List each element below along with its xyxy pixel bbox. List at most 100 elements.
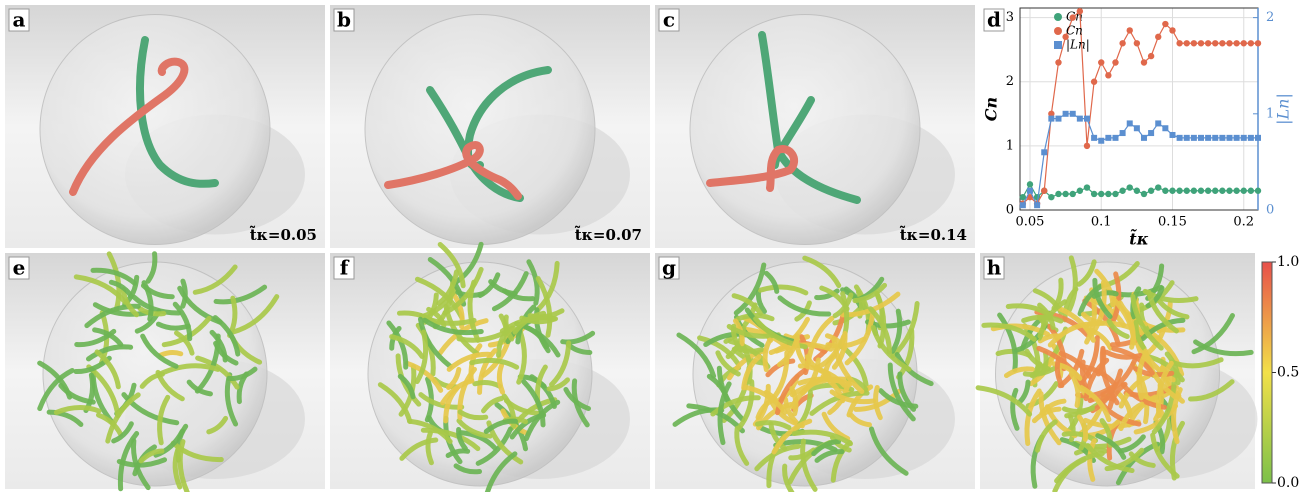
marker — [1084, 116, 1090, 122]
panel-label: f — [340, 256, 350, 280]
marker — [1119, 40, 1125, 46]
marker — [1162, 125, 1168, 131]
y2-tick-label: 2 — [1266, 10, 1274, 25]
colorbar-tick-label: 0.5 — [1277, 365, 1299, 381]
legend-label: Cn — [1066, 24, 1083, 38]
panel-label: d — [987, 8, 1001, 32]
x-tick-label: 0.15 — [1158, 215, 1187, 230]
marker — [1198, 188, 1204, 194]
marker — [1248, 135, 1254, 141]
marker — [1241, 40, 1247, 46]
marker — [1248, 188, 1254, 194]
time-label: t̃κ=0.14 — [899, 224, 967, 244]
marker — [1105, 135, 1111, 141]
marker — [1248, 40, 1254, 46]
marker — [1077, 8, 1083, 14]
y-axis-label: Cn — [982, 97, 1001, 121]
marker — [1169, 188, 1175, 194]
legend-marker — [1054, 41, 1062, 49]
marker — [1176, 40, 1182, 46]
marker — [1241, 135, 1247, 141]
marker — [1169, 27, 1175, 33]
marker — [1241, 188, 1247, 194]
marker — [1184, 188, 1190, 194]
x-tick-label: 0.05 — [1015, 215, 1044, 230]
marker — [1155, 184, 1161, 190]
marker — [1255, 188, 1261, 194]
marker — [1184, 40, 1190, 46]
marker — [1070, 191, 1076, 197]
marker — [1084, 184, 1090, 190]
marker — [1233, 188, 1239, 194]
panel-label: b — [337, 8, 351, 32]
marker — [1027, 181, 1033, 187]
marker — [1120, 130, 1126, 136]
panel-label: c — [663, 8, 675, 32]
marker — [1148, 53, 1154, 59]
marker — [1041, 188, 1047, 194]
marker — [1048, 194, 1054, 200]
time-label: t̃κ=0.05 — [249, 224, 317, 244]
marker — [1091, 191, 1097, 197]
marker — [1255, 40, 1261, 46]
y2-axis-label: |Ln| — [1274, 93, 1293, 125]
marker — [1226, 135, 1232, 141]
fiber — [161, 352, 181, 355]
marker — [1098, 191, 1104, 197]
marker — [1226, 40, 1232, 46]
marker — [1070, 14, 1076, 20]
marker — [1191, 40, 1197, 46]
marker — [1055, 191, 1061, 197]
marker — [1184, 135, 1190, 141]
marker — [1191, 135, 1197, 141]
marker — [1155, 120, 1161, 126]
marker — [1162, 21, 1168, 27]
marker — [1141, 191, 1147, 197]
x-axis-label: t̃κ — [1129, 228, 1148, 249]
y2-tick-label: 0 — [1266, 203, 1274, 218]
marker — [1127, 184, 1133, 190]
y-tick-label: 2 — [1006, 74, 1014, 89]
legend-label: |Ln| — [1066, 38, 1090, 52]
marker — [1112, 191, 1118, 197]
marker — [1055, 116, 1061, 122]
marker — [1055, 59, 1061, 65]
y-tick-label: 0 — [1006, 203, 1014, 218]
marker — [1226, 188, 1232, 194]
marker — [1198, 135, 1204, 141]
marker — [1134, 125, 1140, 131]
marker — [1105, 191, 1111, 197]
legend-marker — [1054, 13, 1062, 21]
marker — [1198, 40, 1204, 46]
legend-marker — [1054, 27, 1062, 35]
marker — [1070, 111, 1076, 117]
panel-label: a — [13, 8, 26, 32]
figure: at̃κ=0.05bt̃κ=0.07ct̃κ=0.14defgh 0.050.1… — [0, 0, 1299, 492]
marker — [1084, 143, 1090, 149]
marker — [1105, 72, 1111, 78]
marker — [1119, 188, 1125, 194]
marker — [1205, 40, 1211, 46]
marker — [1212, 135, 1218, 141]
colorbar-tick-label: 1.0 — [1277, 254, 1299, 270]
marker — [1233, 40, 1239, 46]
marker — [1020, 202, 1026, 208]
panels: at̃κ=0.05bt̃κ=0.07ct̃κ=0.14defgh — [5, 5, 1294, 492]
marker — [1112, 135, 1118, 141]
y-tick-label: 3 — [1006, 10, 1014, 25]
marker — [1212, 188, 1218, 194]
marker — [1212, 40, 1218, 46]
sphere — [365, 15, 595, 245]
marker — [1155, 34, 1161, 40]
marker — [1034, 202, 1040, 208]
marker — [1134, 188, 1140, 194]
marker — [1091, 135, 1097, 141]
marker — [1127, 27, 1133, 33]
marker — [1219, 135, 1225, 141]
panel-label: h — [987, 256, 1002, 280]
marker — [1148, 188, 1154, 194]
marker — [1027, 188, 1033, 194]
marker — [1063, 111, 1069, 117]
marker — [1205, 135, 1211, 141]
marker — [1098, 138, 1104, 144]
